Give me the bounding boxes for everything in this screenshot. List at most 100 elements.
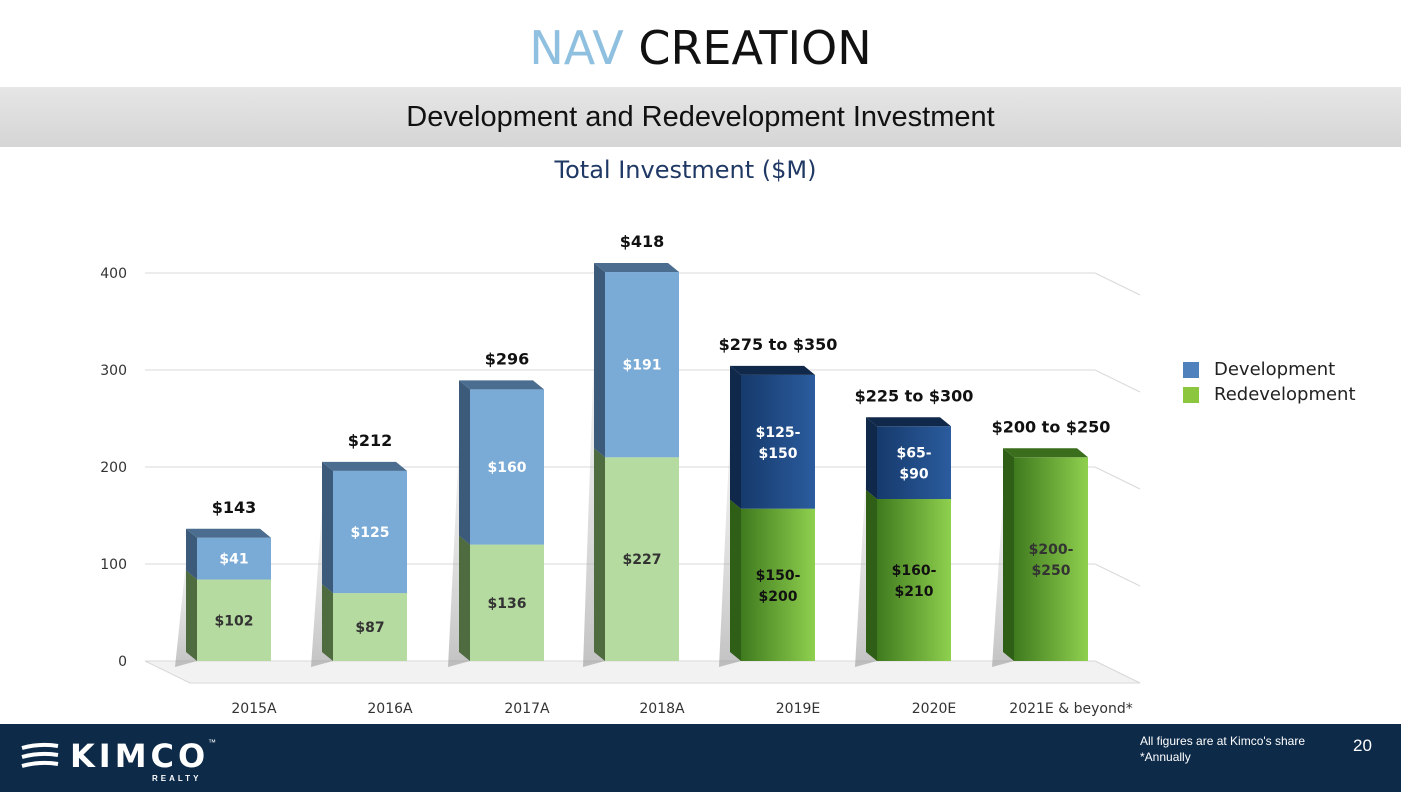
label-redevelopment-2020e: $160- $210	[892, 563, 937, 600]
label-redevelopment-2015a: $102	[215, 613, 254, 629]
bar-side-development-2015a	[186, 528, 197, 580]
bar-redevelopment-2020e	[877, 499, 951, 661]
x-tick-label-2021e-beyond: 2021E & beyond*	[1009, 701, 1132, 717]
bar-top-2017a	[459, 380, 544, 390]
bar-side-redevelopment-2018a	[594, 448, 605, 661]
gridline-perspective-100	[1094, 563, 1141, 587]
label-redevelopment-2021e-beyond-line-1: $250	[1032, 563, 1071, 579]
bar-development-2015a	[197, 537, 271, 580]
bar-side-redevelopment-2015a	[186, 570, 197, 661]
chart-legend: Development Redevelopment	[1183, 357, 1356, 407]
legend-swatch-redevelopment	[1183, 386, 1199, 403]
bar-development-2016a	[333, 470, 407, 594]
label-redevelopment-2019e: $150- $200	[756, 568, 801, 605]
bar-redevelopment-2019e	[741, 508, 815, 661]
bar-top-2016a	[322, 461, 407, 471]
chart-title: Total Investment ($M)	[554, 156, 817, 184]
legend-swatch-development	[1183, 361, 1199, 378]
slide-title-accent: NAV	[529, 21, 624, 75]
label-development-2018a-line-0: $191	[623, 358, 662, 374]
bar-side-redevelopment-2020e	[866, 490, 877, 661]
label-development-2015a-line-0: $41	[219, 552, 248, 568]
gridline-perspective-200	[1094, 466, 1141, 490]
bar-side-redevelopment-2017a	[459, 535, 470, 661]
bar-side-redevelopment-2019e	[730, 499, 741, 661]
bar-redevelopment-2015a	[197, 579, 271, 661]
bar-top-2015a	[186, 528, 271, 538]
bar-development-2018a	[605, 272, 679, 458]
logo-waves-icon	[21, 742, 59, 768]
total-label-2018a: $418	[620, 232, 665, 251]
logo-subtext: REALTY	[152, 774, 202, 783]
label-redevelopment-2018a: $227	[623, 552, 662, 568]
footer-note-share: All figures are at Kimco's share	[1140, 734, 1306, 748]
x-tick-label-2015a: 2015A	[231, 701, 277, 717]
total-label-2021e-beyond: $200 to $250	[992, 417, 1111, 436]
label-redevelopment-2016a-line-0: $87	[355, 620, 384, 636]
label-redevelopment-2019e-line-0: $150-	[756, 568, 801, 584]
label-redevelopment-2019e-line-1: $200	[759, 589, 798, 605]
label-redevelopment-2017a-line-0: $136	[488, 596, 527, 612]
label-redevelopment-2021e-beyond: $200- $250	[1029, 542, 1074, 579]
logo-trademark: ™	[208, 738, 216, 747]
label-development-2017a-line-0: $160	[488, 460, 527, 476]
investment-chart: 0 100 200 300 400 $102 $41 $143 2015A $87 $125 $212…	[100, 232, 1141, 717]
label-development-2020e: $65- $90	[896, 446, 931, 483]
label-development-2019e-line-0: $125-	[756, 425, 801, 441]
bar-side-redevelopment-2016a	[322, 584, 333, 661]
y-tick-label-200: 200	[100, 460, 127, 476]
bar-side-development-2019e	[730, 365, 741, 509]
label-redevelopment-2021e-beyond-line-0: $200-	[1029, 542, 1074, 558]
bar-development-2019e	[741, 374, 815, 509]
bar-side-redevelopment-2021e-beyond	[1003, 448, 1014, 661]
label-redevelopment-2020e-line-1: $210	[895, 584, 934, 600]
legend-item-redevelopment: Redevelopment	[1183, 382, 1356, 407]
kimco-logo: KIMCO ™ REALTY	[20, 736, 240, 786]
legend-label-redevelopment: Redevelopment	[1214, 384, 1356, 405]
label-development-2019e-line-1: $150	[759, 446, 798, 462]
bar-side-development-2020e	[866, 417, 877, 500]
footer-note: All figures are at Kimco's share *Annual…	[1140, 733, 1305, 765]
label-redevelopment-2020e-line-0: $160-	[892, 563, 937, 579]
bar-redevelopment-2017a	[470, 544, 544, 661]
label-development-2015a: $41	[219, 552, 248, 568]
bar-redevelopment-2018a	[605, 457, 679, 661]
bar-top-2018a	[594, 263, 679, 273]
chart-floor	[144, 660, 1141, 684]
footer-note-annually: *Annually	[1140, 750, 1191, 764]
bar-top-2019e	[730, 365, 815, 375]
x-tick-label-2016a: 2016A	[367, 701, 413, 717]
logo-wordmark: KIMCO	[70, 737, 210, 775]
label-redevelopment-2018a-line-0: $227	[623, 552, 662, 568]
label-redevelopment-2016a: $87	[355, 620, 384, 636]
bar-side-development-2017a	[459, 380, 470, 545]
legend-label-development: Development	[1214, 359, 1336, 380]
bar-development-2020e	[877, 426, 951, 500]
label-development-2016a-line-0: $125	[351, 525, 390, 541]
y-tick-label-0: 0	[118, 654, 127, 670]
total-label-2015a: $143	[212, 498, 257, 517]
slide-title: NAV CREATION	[0, 18, 1401, 78]
footer-bar: KIMCO ™ REALTY All figures are at Kimco'…	[0, 724, 1401, 792]
total-label-2016a: $212	[348, 431, 393, 450]
label-redevelopment-2017a: $136	[488, 596, 527, 612]
x-tick-label-2018a: 2018A	[639, 701, 685, 717]
total-label-2017a: $296	[485, 349, 530, 368]
bar-side-development-2016a	[322, 461, 333, 594]
label-development-2020e-line-1: $90	[899, 467, 928, 483]
label-development-2018a: $191	[623, 358, 662, 374]
gridline-perspective-300	[1094, 369, 1141, 393]
label-redevelopment-2015a-line-0: $102	[215, 613, 254, 629]
bar-redevelopment-2021e-beyond	[1014, 457, 1088, 661]
label-development-2020e-line-0: $65-	[896, 446, 931, 462]
bar-development-2017a	[470, 389, 544, 545]
x-tick-label-2017a: 2017A	[504, 701, 550, 717]
gridline-perspective-400	[1094, 272, 1141, 296]
slide-subtitle: Development and Redevelopment Investment	[406, 101, 995, 133]
bar-top-2021e-beyond	[1003, 448, 1088, 458]
legend-item-development: Development	[1183, 357, 1356, 382]
x-tick-label-2020e: 2020E	[912, 701, 956, 717]
total-label-2019e: $275 to $350	[719, 335, 838, 354]
label-development-2017a: $160	[488, 460, 527, 476]
slide-title-main: CREATION	[638, 21, 872, 75]
